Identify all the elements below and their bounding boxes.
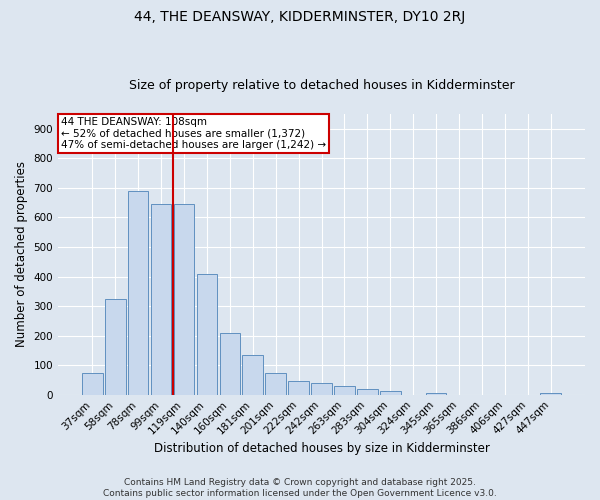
Bar	[197, 274, 217, 394]
Text: 44, THE DEANSWAY, KIDDERMINSTER, DY10 2RJ: 44, THE DEANSWAY, KIDDERMINSTER, DY10 2R…	[134, 10, 466, 24]
Bar	[173, 204, 194, 394]
Bar	[220, 332, 240, 394]
Bar	[265, 374, 286, 394]
Bar	[334, 386, 355, 394]
Bar	[105, 298, 125, 394]
Y-axis label: Number of detached properties: Number of detached properties	[15, 162, 28, 348]
Text: Contains HM Land Registry data © Crown copyright and database right 2025.
Contai: Contains HM Land Registry data © Crown c…	[103, 478, 497, 498]
Title: Size of property relative to detached houses in Kidderminster: Size of property relative to detached ho…	[129, 79, 514, 92]
Text: 44 THE DEANSWAY: 108sqm
← 52% of detached houses are smaller (1,372)
47% of semi: 44 THE DEANSWAY: 108sqm ← 52% of detache…	[61, 117, 326, 150]
Bar	[311, 383, 332, 394]
Bar	[357, 389, 377, 394]
Bar	[541, 392, 561, 394]
Bar	[288, 381, 309, 394]
Bar	[151, 204, 172, 394]
Bar	[82, 372, 103, 394]
Bar	[242, 355, 263, 395]
X-axis label: Distribution of detached houses by size in Kidderminster: Distribution of detached houses by size …	[154, 442, 490, 455]
Bar	[380, 392, 401, 394]
Bar	[426, 393, 446, 394]
Bar	[128, 191, 148, 394]
